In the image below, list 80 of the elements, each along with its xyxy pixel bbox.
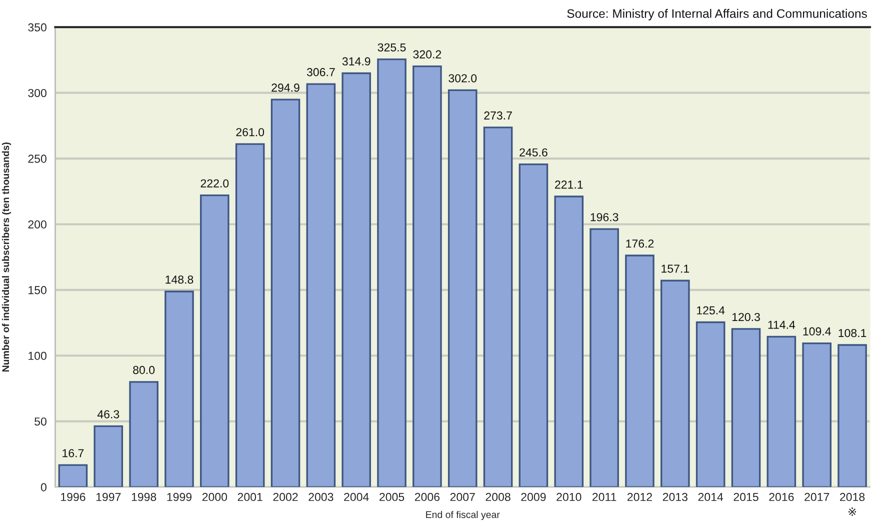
bar bbox=[235, 143, 265, 488]
data-label: 114.4 bbox=[768, 320, 796, 329]
x-tick-label: 1999 bbox=[167, 492, 192, 502]
x-tick-label: 2007 bbox=[450, 492, 475, 502]
data-label: 294.9 bbox=[272, 84, 300, 92]
x-tick-label: 2017 bbox=[804, 492, 830, 502]
x-tick-label: 2015 bbox=[734, 492, 758, 502]
bar bbox=[58, 464, 88, 488]
data-label: 320.2 bbox=[413, 50, 442, 58]
y-tick-label: 150 bbox=[28, 286, 46, 294]
y-tick-label: 300 bbox=[28, 88, 46, 98]
data-label: 120.3 bbox=[732, 312, 760, 322]
data-label: 125.4 bbox=[697, 306, 725, 314]
data-label: 306.7 bbox=[306, 68, 335, 76]
data-label: 108.1 bbox=[838, 328, 866, 338]
bar bbox=[200, 194, 230, 488]
data-label: 222.0 bbox=[200, 179, 229, 188]
x-tick-label: 2005 bbox=[380, 492, 404, 502]
y-tick-label: 350 bbox=[28, 23, 46, 32]
data-label: 196.3 bbox=[590, 213, 618, 222]
bar bbox=[554, 196, 584, 488]
data-label: 221.1 bbox=[555, 180, 583, 189]
bar bbox=[696, 321, 726, 488]
x-tick-label: 2010 bbox=[556, 492, 582, 502]
y-axis-title: Number of individual subscribers (ten thousands) bbox=[2, 142, 12, 372]
x-tick-label: 2006 bbox=[414, 492, 440, 502]
x-tick-label: 2014 bbox=[698, 492, 724, 502]
data-label: 46.3 bbox=[97, 410, 120, 418]
x-tick-label: 2000 bbox=[202, 492, 228, 502]
bar bbox=[377, 58, 406, 488]
bar bbox=[802, 342, 832, 488]
x-tick-label: 2001 bbox=[238, 492, 262, 502]
bar bbox=[129, 381, 158, 488]
data-label: 314.9 bbox=[342, 57, 370, 66]
y-tick-label: 0 bbox=[40, 483, 46, 492]
x-tick-label: 2011 bbox=[592, 492, 616, 502]
y-tick-label: 100 bbox=[28, 352, 46, 360]
source-note: Source: Ministry of Internal Affairs and Communications bbox=[567, 8, 867, 20]
x-tick-label: 1998 bbox=[132, 492, 156, 502]
data-label: 148.8 bbox=[166, 276, 194, 284]
y-tick-label: 50 bbox=[34, 417, 46, 426]
data-label: 245.6 bbox=[520, 148, 548, 156]
bar bbox=[483, 126, 513, 488]
x-tick-label: 2004 bbox=[344, 492, 369, 502]
x-tick-label: 1997 bbox=[96, 492, 121, 502]
data-label: 302.0 bbox=[448, 74, 477, 82]
bar bbox=[448, 89, 478, 488]
bar bbox=[306, 83, 336, 488]
x-tick-label: 2003 bbox=[308, 492, 334, 502]
y-tick-label: 250 bbox=[28, 154, 46, 163]
bar bbox=[412, 65, 442, 488]
bar bbox=[270, 98, 300, 488]
x-tick-label: 2009 bbox=[521, 492, 546, 502]
bar bbox=[766, 336, 796, 488]
bar bbox=[518, 163, 548, 488]
bar bbox=[590, 228, 619, 488]
x-tick-label: 2008 bbox=[486, 492, 510, 502]
bar bbox=[838, 344, 867, 488]
x-axis-title: End of fiscal year bbox=[426, 510, 500, 520]
data-label: 261.0 bbox=[236, 128, 264, 136]
data-label: 325.5 bbox=[378, 43, 406, 52]
x-tick-label: 2002 bbox=[273, 492, 298, 502]
x-tick-label: 1996 bbox=[61, 492, 86, 502]
data-label: 273.7 bbox=[484, 111, 512, 120]
data-label: 80.0 bbox=[133, 366, 155, 374]
bar bbox=[731, 328, 761, 488]
bar bbox=[164, 290, 194, 488]
x-tick-label: 2013 bbox=[662, 492, 688, 502]
data-label: 109.4 bbox=[803, 327, 831, 336]
x-tick-label: 2012 bbox=[627, 492, 652, 502]
data-label: 16.7 bbox=[62, 449, 84, 458]
bar bbox=[625, 254, 654, 488]
data-label: 176.2 bbox=[626, 240, 654, 248]
x-tick-label: 2016 bbox=[769, 492, 794, 502]
bar bbox=[660, 280, 690, 488]
data-label: 157.1 bbox=[662, 264, 690, 273]
bar bbox=[342, 72, 371, 488]
x-tick-label: 2018 ※ bbox=[840, 492, 865, 516]
y-tick-label: 200 bbox=[28, 220, 46, 229]
bar bbox=[94, 425, 124, 488]
